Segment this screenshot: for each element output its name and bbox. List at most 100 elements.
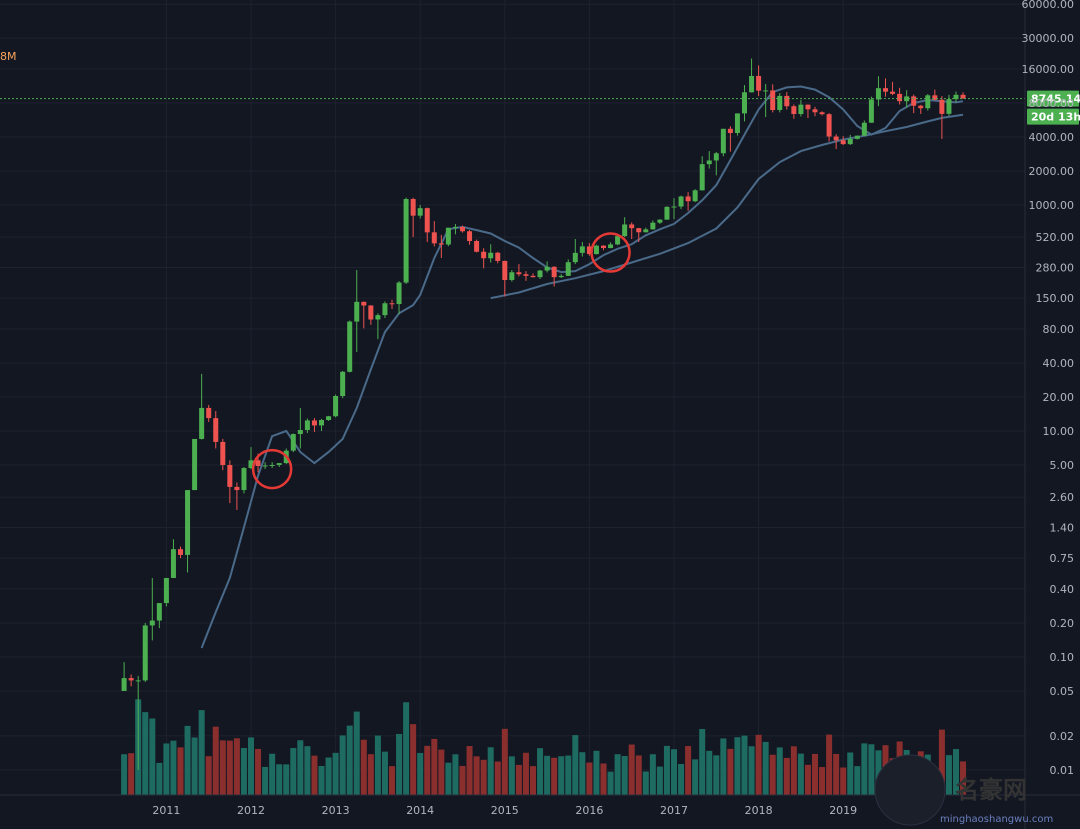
volume-bar xyxy=(480,759,487,795)
volume-bar xyxy=(417,752,424,795)
price-tick-label: 10.00 xyxy=(1043,425,1075,438)
candle-body xyxy=(333,396,339,417)
volume-bar xyxy=(240,748,247,795)
volume-bar xyxy=(826,734,833,795)
volume-bar xyxy=(938,729,945,795)
volume-bar xyxy=(797,753,804,795)
volume-bar xyxy=(283,764,290,795)
candle-body xyxy=(875,88,881,100)
price-tick-label: 80.00 xyxy=(1043,323,1075,336)
candle-body xyxy=(185,490,191,555)
price-axis[interactable]: 60000.00 30000.00 16000.00 8000.00 4000.00 20… xyxy=(1022,0,1075,829)
candle-body xyxy=(770,90,776,111)
volume-bar xyxy=(600,763,607,795)
candle-body xyxy=(417,208,423,216)
candle-body xyxy=(170,549,176,578)
candle-body xyxy=(932,95,938,100)
volume-bar xyxy=(508,756,515,795)
price-tick-label: 2000.00 xyxy=(1029,165,1075,178)
candle-body xyxy=(319,420,324,426)
price-tick-label: 0.10 xyxy=(1050,651,1075,664)
price-tick-label: 0.40 xyxy=(1050,583,1075,596)
candle-body xyxy=(467,231,473,242)
candle-body xyxy=(502,260,508,280)
volume-bar xyxy=(607,771,614,795)
volume-bar xyxy=(128,753,135,795)
countdown-badge xyxy=(1027,108,1079,125)
candle-body xyxy=(749,75,755,93)
volume-bar xyxy=(671,749,677,795)
volume-bar xyxy=(783,757,790,795)
volume-bar xyxy=(656,766,663,795)
volume-bar xyxy=(431,738,438,795)
volume-bar xyxy=(614,754,621,795)
volume-bar xyxy=(205,756,212,795)
candle-body xyxy=(340,371,346,397)
volume-bar xyxy=(621,756,628,795)
volume-bar xyxy=(678,763,685,795)
candle-body xyxy=(593,245,599,255)
candle-body xyxy=(199,407,205,439)
last-price-badge xyxy=(1027,90,1079,107)
volume-bar xyxy=(847,752,854,795)
countdown-label: 20d 13h xyxy=(1031,111,1080,124)
volume-bar xyxy=(628,744,635,795)
volume-bar xyxy=(593,750,600,795)
volume-bar xyxy=(163,743,170,795)
volume-bar xyxy=(459,765,466,795)
volume-bar xyxy=(438,749,445,795)
volume-bar xyxy=(776,747,783,795)
candle-body xyxy=(586,246,592,255)
volume-bar xyxy=(156,762,163,795)
price-tick-label: 40.00 xyxy=(1043,357,1075,370)
candle-body xyxy=(826,114,832,137)
watermark: 名豪网 minghaoshangwu.com xyxy=(874,754,1053,826)
candle-body xyxy=(925,95,931,109)
candle-body xyxy=(276,463,282,465)
watermark-logo-icon xyxy=(874,754,946,826)
candle-body xyxy=(953,94,959,100)
candle-body xyxy=(890,91,896,94)
volume-bar xyxy=(699,728,706,795)
candle-body xyxy=(452,226,458,228)
volume-bar xyxy=(572,735,579,795)
candle-body xyxy=(297,430,303,435)
volume-bar xyxy=(262,766,269,795)
candle-body xyxy=(798,104,804,115)
candle-body xyxy=(269,464,275,466)
volume-bar xyxy=(945,755,952,795)
volume-bar xyxy=(212,726,219,795)
candle-body xyxy=(382,303,388,316)
volume-bar xyxy=(466,746,473,795)
volume-bar xyxy=(487,747,494,795)
volume-bar xyxy=(804,764,811,795)
volume-bar xyxy=(424,745,431,795)
candle-body xyxy=(692,190,698,202)
moving-averages xyxy=(200,85,964,649)
candle-body xyxy=(149,620,155,626)
candle-body xyxy=(960,94,966,99)
watermark-brand: 名豪网 xyxy=(955,776,1027,804)
volume-bar xyxy=(269,753,276,795)
candle-body xyxy=(311,420,317,426)
volume-bar xyxy=(276,764,283,795)
candlesticks xyxy=(121,58,966,770)
volume-bar xyxy=(692,759,699,795)
candle-body xyxy=(192,438,198,491)
last-price-label: 8745.14 xyxy=(1031,93,1080,106)
volume-bar xyxy=(769,754,776,795)
time-tick-label: 2019 xyxy=(829,804,857,817)
candle-body xyxy=(579,246,585,253)
candle-body xyxy=(791,106,797,115)
volume-bar xyxy=(297,740,304,795)
candle-body xyxy=(847,138,853,145)
candle-body xyxy=(706,160,712,165)
volume-bar xyxy=(121,754,128,795)
price-tick-label: 0.20 xyxy=(1050,617,1075,630)
candle-body xyxy=(636,228,642,233)
time-tick-label: 2014 xyxy=(406,804,434,817)
candle-body xyxy=(178,549,183,555)
candle-body xyxy=(897,93,903,102)
volume-bar xyxy=(551,757,558,795)
